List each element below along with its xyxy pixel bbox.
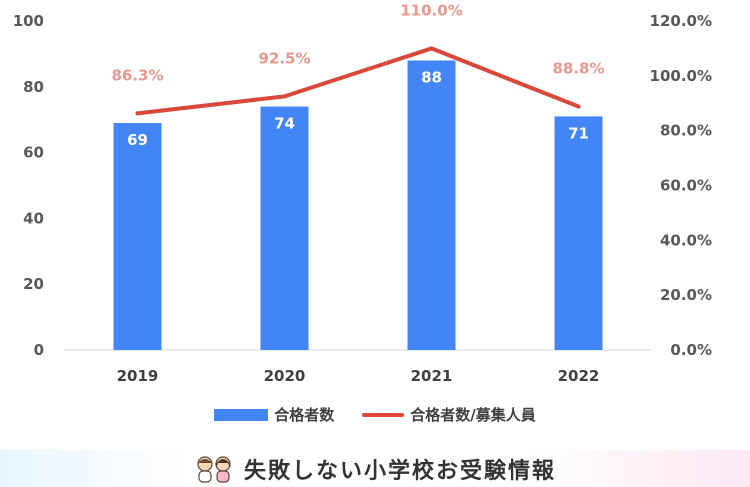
rate-line	[135, 46, 581, 116]
right-tick-label: 100.0%	[650, 67, 712, 85]
legend-bar-swatch	[214, 408, 269, 421]
right-tick-label: 60.0%	[660, 177, 712, 195]
left-axis-ticks: 0 20 40 60 80 100	[13, 12, 44, 359]
bar-value-label: 69	[127, 131, 148, 149]
x-tick-label: 2020	[264, 367, 306, 385]
left-tick-label: 40	[23, 209, 44, 227]
bar-2022	[554, 116, 603, 350]
children-illustration-icon	[194, 454, 234, 484]
rate-value-label: 86.3%	[111, 66, 163, 84]
x-tick-label: 2021	[411, 367, 453, 385]
rate-point	[576, 104, 581, 109]
left-tick-label: 100	[13, 12, 44, 30]
bar-2019	[113, 122, 162, 351]
right-tick-label: 40.0%	[660, 231, 712, 249]
bar-series: 69 74 88 71	[113, 60, 603, 351]
left-tick-label: 0	[34, 341, 44, 359]
legend-item-bar: 合格者数	[214, 404, 334, 425]
left-tick-label: 60	[23, 144, 44, 162]
bar-value-label: 88	[421, 68, 442, 86]
right-axis-ticks: 0.0% 20.0% 40.0% 60.0% 80.0% 100.0% 120.0%	[650, 12, 712, 359]
right-tick-label: 80.0%	[660, 122, 712, 140]
footer-banner: 失敗しない小学校お受験情報	[0, 450, 750, 487]
legend-item-line: 合格者数/募集人員	[362, 404, 536, 425]
rate-point	[282, 94, 287, 99]
left-tick-label: 20	[23, 275, 44, 293]
right-tick-label: 20.0%	[660, 286, 712, 304]
rate-point	[135, 111, 140, 116]
rate-point	[429, 46, 434, 51]
x-axis-ticks: 2019 2020 2021 2022	[117, 367, 600, 385]
left-tick-label: 80	[23, 78, 44, 96]
footer-title: 失敗しない小学校お受験情報	[243, 458, 556, 484]
chart: 0 20 40 60 80 100 0.0% 20.0% 40.0% 60.0% 80.0% 100…	[13, 1, 712, 385]
x-tick-label: 2019	[117, 367, 159, 385]
bar-value-label: 74	[274, 115, 295, 133]
bar-2020	[260, 106, 309, 350]
rate-value-label: 88.8%	[552, 60, 604, 78]
bar-value-label: 71	[568, 124, 589, 142]
legend: 合格者数 合格者数/募集人員	[0, 404, 750, 425]
rate-series: 86.3% 92.5% 110.0% 88.8%	[111, 1, 605, 116]
legend-line-label: 合格者数/募集人員	[410, 406, 536, 424]
legend-bar-label: 合格者数	[274, 406, 335, 424]
x-tick-label: 2022	[558, 367, 600, 385]
rate-value-label: 92.5%	[258, 49, 310, 67]
right-tick-label: 120.0%	[650, 12, 712, 30]
rate-value-label: 110.0%	[400, 1, 462, 19]
bar-2021	[407, 60, 456, 350]
legend-line-swatch	[362, 412, 405, 417]
right-tick-label: 0.0%	[670, 341, 712, 359]
